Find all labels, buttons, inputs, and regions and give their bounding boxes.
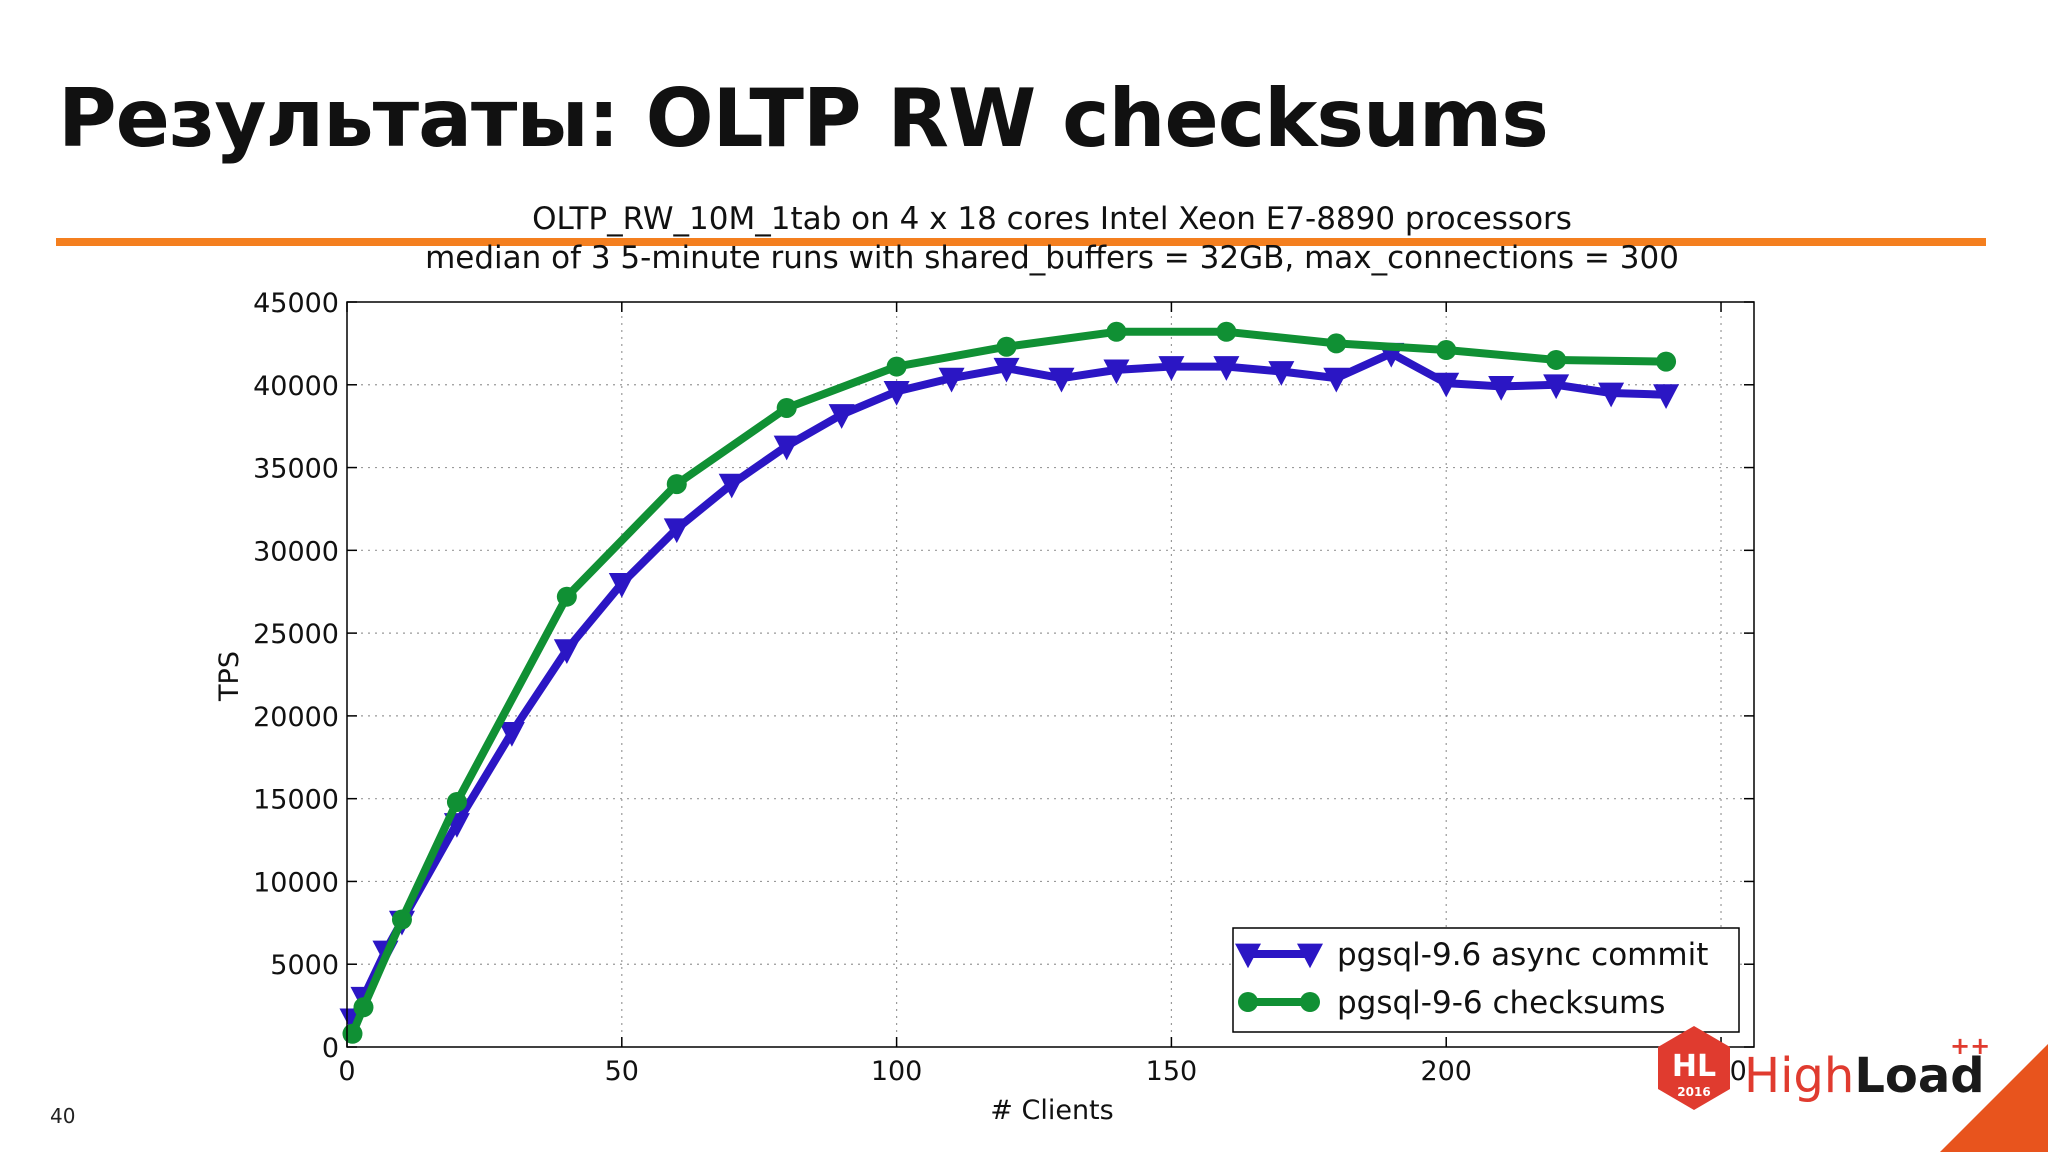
y-tick-label: 0 [322,1033,339,1064]
data-point-async-commit [608,573,635,598]
data-point-async-commit [1213,356,1240,381]
y-tick-label: 5000 [270,950,339,981]
highload-wordmark-high: High [1744,1048,1854,1104]
plot-background [347,302,1754,1047]
y-tick-label: 45000 [253,288,339,319]
x-tick-label: 50 [605,1056,639,1087]
slide-title: Результаты: OLTP RW checksums [58,72,1549,165]
y-tick-label: 35000 [253,454,339,485]
y-tick-label: 40000 [253,371,339,402]
hl-badge-year: 2016 [1677,1085,1710,1099]
legend-marker-checksums [1300,992,1320,1012]
data-point-async-commit [718,473,745,499]
data-point-checksums [776,397,797,418]
data-point-async-commit [663,518,690,544]
data-point-checksums [1436,340,1457,361]
data-point-checksums [446,791,467,812]
legend-label-async-commit: pgsql-9.6 async commit [1337,937,1708,973]
data-point-checksums [342,1023,363,1044]
hl-badge-text: HL [1672,1049,1716,1084]
data-point-checksums [353,997,374,1018]
x-tick-label: 200 [1420,1056,1472,1087]
data-point-async-commit [1543,374,1570,400]
legend-label-checksums: pgsql-9-6 checksums [1337,985,1665,1021]
highload-wordmark: HighLoad [1744,1048,1985,1104]
plot-area: 0501001502002500500010000150002000025000… [253,288,1755,1087]
data-point-async-commit [1323,367,1350,393]
data-point-async-commit [1158,356,1185,381]
data-point-checksums [886,356,907,377]
data-point-checksums [1546,349,1567,370]
data-point-async-commit [1433,372,1460,398]
data-point-async-commit [993,357,1020,383]
highload-superscript: ++ [1950,1032,1990,1060]
x-tick-label: 0 [338,1056,355,1087]
y-tick-label: 20000 [253,702,339,733]
data-point-checksums [666,474,687,495]
data-point-async-commit [553,639,580,664]
data-point-async-commit [938,367,965,393]
y-tick-label: 25000 [253,619,339,650]
y-axis-label: TPS [214,651,245,702]
hl-badge-hexagon [1658,1026,1730,1110]
legend-marker-checksums [1238,992,1258,1012]
data-point-checksums [1656,351,1677,372]
x-axis-label: # Clients [990,1095,1113,1126]
chart-legend: pgsql-9.6 async commit pgsql-9-6 checksum… [1232,927,1740,1033]
data-point-async-commit [1598,382,1625,408]
legend-marker-async-commit [1235,943,1261,969]
y-tick-label: 15000 [253,785,339,816]
data-point-async-commit [1103,359,1130,385]
data-point-checksums [556,586,577,607]
highload-logo: HL 2016 HighLoad ++ [1658,1026,1990,1110]
chart-title: OLTP_RW_10M_1tab on 4 x 18 cores Intel X… [532,201,1572,237]
page-number: 40 [50,1104,76,1128]
data-point-async-commit [883,381,910,406]
corner-triangle [1940,1044,2048,1152]
accent-rule [56,238,1986,246]
data-point-async-commit [498,722,525,747]
x-tick-label: 100 [871,1056,923,1087]
plot-frame [346,301,1755,1048]
data-point-async-commit [828,404,855,429]
data-point-async-commit [1048,367,1075,393]
data-point-async-commit [773,435,800,461]
chart-subtitle: median of 3 5-minute runs with shared_bu… [425,240,1679,276]
y-tick-label: 10000 [253,867,339,898]
data-point-async-commit [1268,361,1295,386]
data-point-checksums [391,909,412,930]
data-point-checksums [1216,321,1237,342]
data-point-checksums [1326,333,1347,354]
data-point-async-commit [1653,384,1680,410]
x-tick-label: 150 [1146,1056,1198,1087]
highload-wordmark-load: Load [1854,1048,1984,1104]
legend-marker-async-commit [1297,943,1323,969]
data-point-async-commit [1488,376,1515,401]
y-tick-label: 30000 [253,536,339,567]
data-point-checksums [996,336,1017,357]
data-point-checksums [1106,321,1127,342]
